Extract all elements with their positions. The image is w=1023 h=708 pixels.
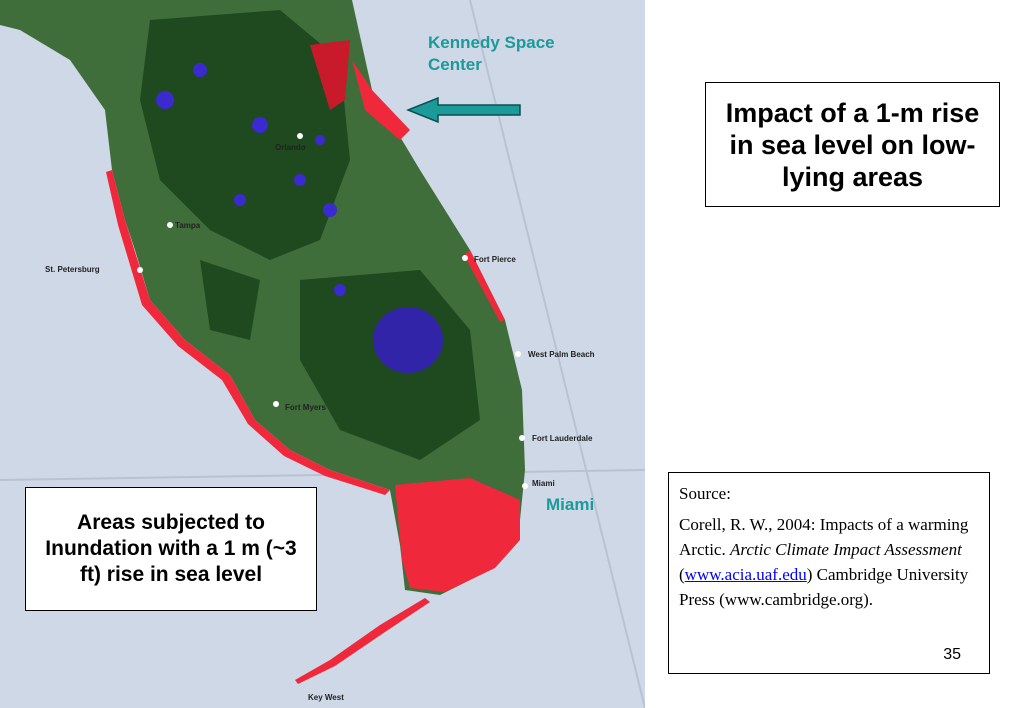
graticule bbox=[469, 0, 645, 708]
lakes bbox=[156, 63, 346, 296]
arrow bbox=[405, 96, 521, 124]
title-text: Impact of a 1-m rise in sea level on low… bbox=[725, 97, 980, 192]
caption-text: Areas subjected to Inundation with a 1 m… bbox=[45, 511, 297, 586]
inundation bbox=[106, 40, 520, 684]
city-label: Fort Pierce bbox=[474, 255, 516, 264]
citation-text: ( bbox=[679, 565, 685, 584]
lake-okeechobee bbox=[373, 307, 443, 373]
city-label: West Palm Beach bbox=[528, 350, 595, 359]
citation-text: ) Cambridge University Press (www.cambri… bbox=[679, 565, 969, 609]
page-number: 35 bbox=[943, 646, 961, 663]
source-heading: Source: bbox=[679, 484, 731, 503]
city-label: Orlando bbox=[275, 143, 306, 152]
city-label: Key West bbox=[308, 693, 344, 702]
city-label: Tampa bbox=[175, 221, 201, 230]
kennedy-callout: Kennedy Space Center bbox=[428, 33, 555, 74]
city-label: Fort Myers bbox=[285, 403, 326, 412]
city-label: Miami bbox=[532, 479, 555, 488]
citation: Corell, R. W., 2004: Impacts of a warmin… bbox=[679, 512, 979, 612]
city-label: Fort Lauderdale bbox=[532, 434, 593, 443]
citation-report: Arctic Climate Impact Assessment bbox=[729, 540, 962, 559]
graticule bbox=[0, 469, 645, 481]
citation-authors: Corell, R. W., 2004: Impacts of a warmin… bbox=[679, 515, 969, 559]
slide-title: Impact of a 1-m rise in sea level on low… bbox=[705, 82, 1000, 207]
city-markers bbox=[137, 133, 528, 489]
miami-callout: Miami bbox=[546, 495, 595, 514]
caption-box: Areas subjected to Inundation with a 1 m… bbox=[25, 487, 317, 611]
source-box: Source: Corell, R. W., 2004: Impacts of … bbox=[668, 472, 990, 674]
city-label: St. Petersburg bbox=[45, 265, 100, 274]
citation-link[interactable]: www.acia.uaf.edu bbox=[684, 565, 807, 584]
